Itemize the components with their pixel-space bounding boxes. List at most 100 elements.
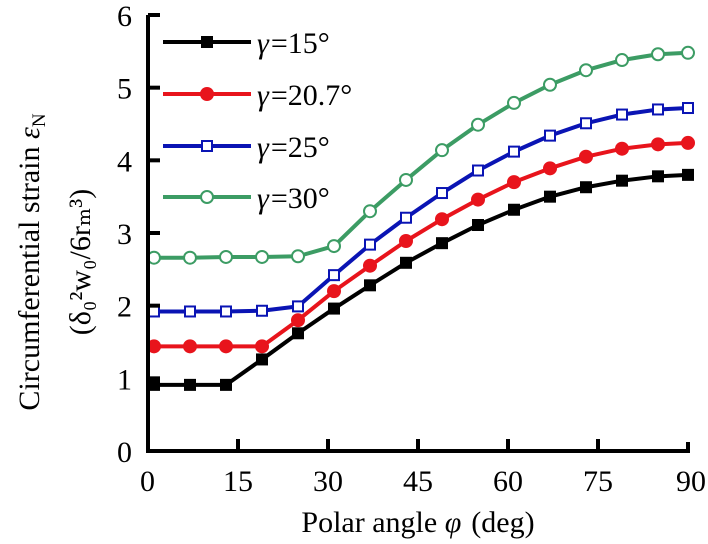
y-tick-label: 5 xyxy=(117,73,132,106)
x-tick-label: 45 xyxy=(403,465,433,498)
data-point xyxy=(328,302,340,315)
data-point xyxy=(472,164,484,177)
data-point xyxy=(681,135,695,150)
data-point xyxy=(399,233,413,248)
data-point xyxy=(616,174,628,187)
x-tick-label: 15 xyxy=(223,465,253,498)
data-point xyxy=(681,45,695,60)
legend-item: γ=15° xyxy=(163,27,330,60)
y-tick-label: 2 xyxy=(117,291,132,324)
data-point xyxy=(508,145,520,158)
legend-label: γ=30° xyxy=(257,182,330,215)
data-point xyxy=(652,103,664,116)
data-point xyxy=(507,175,521,190)
data-point xyxy=(471,192,485,207)
data-point xyxy=(220,305,232,318)
data-point xyxy=(363,204,377,219)
x-tick-label: 60 xyxy=(493,465,523,498)
y-tick-label: 6 xyxy=(117,0,132,33)
data-point xyxy=(184,305,196,318)
data-point xyxy=(148,378,160,391)
data-point xyxy=(543,77,557,92)
data-point xyxy=(184,378,196,391)
data-point xyxy=(616,108,628,121)
data-point xyxy=(292,327,304,340)
legend-label: γ=20.7° xyxy=(257,79,352,112)
data-point xyxy=(328,269,340,282)
series-line xyxy=(154,50,689,260)
x-tick-label: 75 xyxy=(583,465,613,498)
data-point xyxy=(255,249,269,264)
y-tick-label: 0 xyxy=(117,436,132,469)
legend-item: γ=20.7° xyxy=(163,79,352,112)
legend-item: γ=30° xyxy=(163,182,330,215)
x-tick-label: 90 xyxy=(676,465,706,498)
data-point xyxy=(219,339,233,354)
legend: γ=15° γ=20.7° γ=25° γ=30° xyxy=(163,27,352,215)
data-point xyxy=(147,339,161,354)
data-point xyxy=(436,237,448,250)
data-point xyxy=(435,143,449,158)
data-point xyxy=(471,117,485,132)
y-axis-unit-label: (δ₀²w₀/6rₘ³) xyxy=(64,189,97,335)
data-point xyxy=(327,284,341,299)
x-axis-label: Polar angle φ (deg) xyxy=(301,506,534,539)
data-point xyxy=(292,300,304,313)
series-4 xyxy=(147,45,695,265)
data-point xyxy=(579,63,593,78)
series-layer xyxy=(147,45,695,391)
data-point xyxy=(436,187,448,200)
data-point xyxy=(148,305,160,318)
data-point xyxy=(615,53,629,68)
data-point xyxy=(579,149,593,164)
y-tick-label: 3 xyxy=(117,218,132,251)
data-point xyxy=(201,36,213,48)
data-point xyxy=(472,219,484,232)
data-point xyxy=(201,140,213,152)
x-tick-label: 30 xyxy=(313,465,343,498)
data-point xyxy=(544,129,556,142)
series-1 xyxy=(148,168,694,391)
data-point xyxy=(256,353,268,366)
data-point xyxy=(183,250,197,265)
data-point xyxy=(291,313,305,328)
series-2 xyxy=(147,135,695,354)
data-point xyxy=(363,258,377,273)
data-point xyxy=(291,249,305,264)
series-line xyxy=(154,172,689,387)
data-point xyxy=(399,172,413,187)
data-point xyxy=(615,141,629,156)
data-point xyxy=(580,181,592,194)
data-point xyxy=(682,168,694,181)
series-line xyxy=(154,106,689,314)
legend-item: γ=25° xyxy=(163,131,330,164)
y-axis-label: Circumferential strain εN xyxy=(13,113,50,410)
data-point xyxy=(507,95,521,110)
data-point xyxy=(327,239,341,254)
data-point xyxy=(256,304,268,317)
data-point xyxy=(435,212,449,227)
y-tick-label: 4 xyxy=(117,145,132,178)
data-point xyxy=(682,102,694,115)
data-point xyxy=(508,203,520,216)
x-tick-label: 0 xyxy=(140,465,155,498)
legend-label: γ=25° xyxy=(257,131,330,164)
data-point xyxy=(580,117,592,130)
data-point xyxy=(255,339,269,354)
data-point xyxy=(200,87,214,101)
data-point xyxy=(400,256,412,269)
data-point xyxy=(544,190,556,203)
legend-label: γ=15° xyxy=(257,27,330,60)
data-point xyxy=(543,161,557,176)
series-line xyxy=(154,140,689,349)
data-point xyxy=(652,170,664,183)
data-point xyxy=(200,190,214,204)
series-3 xyxy=(148,102,694,318)
y-tick-label: 1 xyxy=(117,363,132,396)
data-point xyxy=(651,137,665,152)
data-point xyxy=(651,47,665,62)
data-point xyxy=(364,279,376,292)
data-point xyxy=(400,211,412,224)
